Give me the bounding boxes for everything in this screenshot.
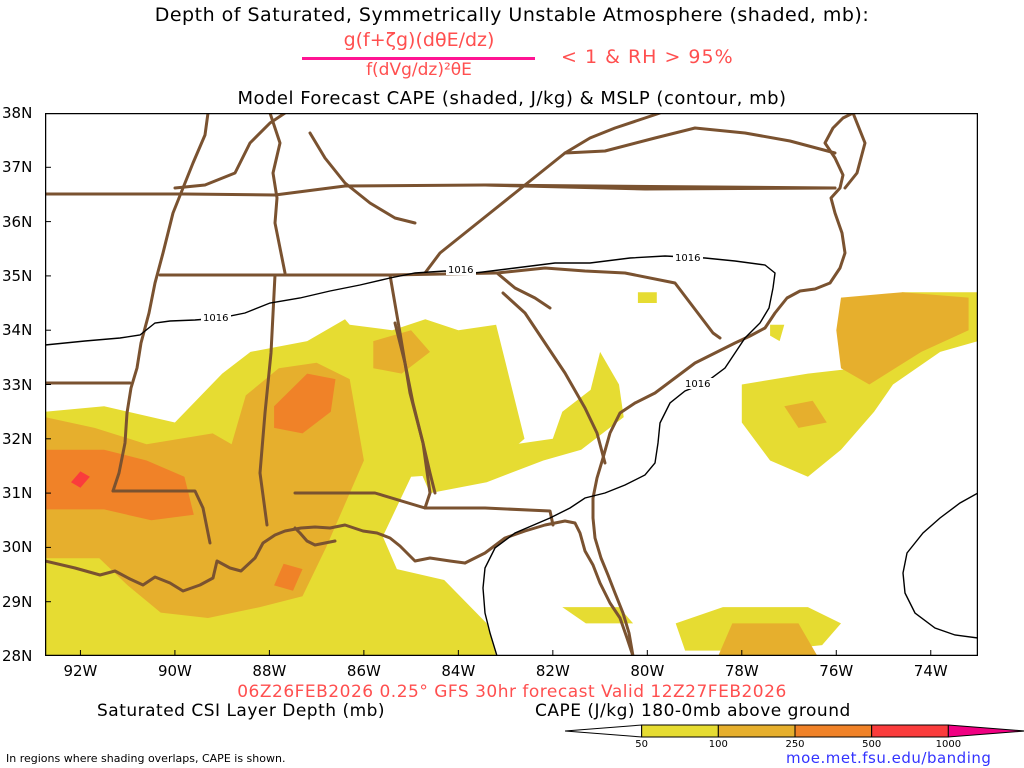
mslp-contour-1016-east [482,287,774,656]
va-nc-state-line [483,183,837,191]
colorbar-segment [947,724,1024,738]
tn-ky-state-line [45,183,837,197]
x-tick-label: 78W [724,662,759,680]
ohio-river [173,113,287,190]
coastline-ne [843,113,867,190]
colorbar-segment [794,724,873,738]
cape-legend-label: CAPE (J/kg) 180-0mb above ground [535,701,851,721]
cumberland-river [308,131,417,225]
x-tick-label: 84W [441,662,476,680]
coastline-gulf [45,523,467,593]
y-tick-label: 34N [2,321,33,340]
colorbar-segment [717,724,796,738]
contour-label-bg [673,252,703,263]
colorbar-tick-label: 500 [862,739,882,750]
cape-region-50-5 [637,292,657,303]
overlap-note: In regions where shading overlaps, CAPE … [6,752,286,765]
x-tick-label: 92W [63,662,98,680]
y-tick-label: 32N [2,429,33,448]
cape-region-100-9 [836,292,969,385]
contour-label-bg [201,312,231,323]
colorbar-segment [871,724,949,738]
y-tick-label: 31N [2,484,33,503]
ms-al-state-line [258,273,277,527]
savannah-river [501,291,607,465]
james-river [563,126,837,155]
al-fl-state-line [293,491,427,510]
nc-sc-state-line [495,266,722,340]
y-tick-label: 35N [2,266,33,285]
mslp-contour-labels: 1016 1016 1016 1016 [201,252,713,390]
y-tick-label: 30N [2,538,33,557]
x-tick-label: 82W [535,662,570,680]
colorbar-segment [641,724,719,738]
cape-region-50-1 [415,351,624,494]
y-tick-label: 36N [2,212,33,231]
formula-fraction-bar [302,57,535,60]
tennessee-river [268,113,287,275]
cape-region-250-13 [274,373,336,434]
contour-label-bg [683,378,713,389]
formula-denominator: f(dVg/dz)²θE [366,60,472,80]
formula-condition: < 1 & RH > 95% [561,46,734,68]
x-tick-label: 86W [346,662,381,680]
forecast-valid-line: 06Z26FEB2026 0.25° GFS 30hr forecast Val… [237,682,787,702]
cape-region-250-14 [274,563,303,591]
x-tick-label: 80W [630,662,665,680]
map-frame [45,113,978,656]
forecast-map: 1016 1016 1016 1016 [45,113,978,656]
cape-region-250-12 [45,449,194,521]
ga-fl-state-line [423,506,555,527]
y-tick-label: 33N [2,375,33,394]
contour-label-1016: 1016 [448,265,473,276]
csi-layer-label: Saturated CSI Layer Depth (mb) [97,701,386,721]
appalachian-ridge [423,113,662,275]
y-tick-label: 37N [2,158,33,177]
geographic-borders [45,113,867,656]
cape-region-100-10 [718,623,818,656]
y-tick-label: 28N [2,647,33,665]
cape-region-100-11 [784,400,827,428]
formula-numerator: g(f+ζg)(dθE/dz) [343,29,495,51]
colorbar-tick-label: 100 [708,739,728,750]
cape-colorbar [565,724,1024,738]
contour-label-1016: 1016 [685,379,710,390]
contour-label-bg [446,264,476,275]
fl-panhandle-coast [293,526,337,547]
colorbar-tick-label: 50 [635,739,649,750]
cape-region-50-6 [770,324,785,342]
al-ga-state-line [388,273,432,510]
x-tick-label: 88W [252,662,287,680]
ga-sc-state-line [495,271,552,310]
mississippi-river [111,113,210,493]
chart-subtitle: Model Forecast CAPE (shaded, J/kg) & MSL… [237,88,787,109]
x-tick-label: 76W [819,662,854,680]
colorbar-tick-label: 1000 [935,739,962,750]
cape-shading-layer [45,292,978,656]
y-tick-label: 29N [2,592,33,611]
mslp-contour-1016-se [902,492,978,639]
contour-label-1016: 1016 [675,253,700,264]
tn-southern-line [158,271,499,277]
x-tick-label: 90W [157,662,192,680]
cape-region-500-15 [71,471,90,488]
contour-label-1016: 1016 [203,313,228,324]
chart-title: Depth of Saturated, Symmetrically Unstab… [154,4,870,26]
x-tick-label: 74W [913,662,948,680]
y-tick-label: 38N [2,104,33,122]
colorbar-tick-label: 250 [785,739,805,750]
coastline-atlantic [591,113,855,656]
la-ms-state-line [111,489,212,545]
source-credit: moe.met.fsu.edu/banding [786,749,992,767]
colorbar-segment [565,724,643,738]
